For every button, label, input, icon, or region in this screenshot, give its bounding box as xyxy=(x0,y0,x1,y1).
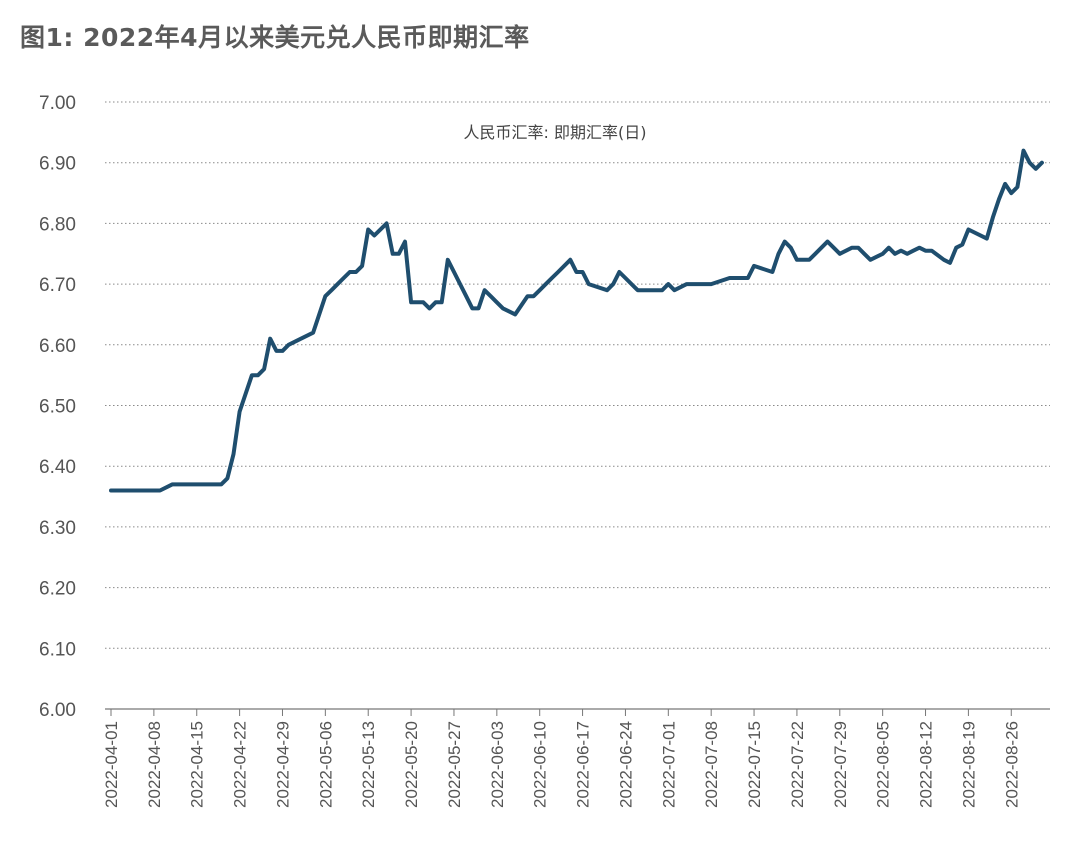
x-tick-label: 2022-05-06 xyxy=(316,721,335,808)
y-tick-label: 6.70 xyxy=(39,275,76,296)
x-tick-label: 2022-07-22 xyxy=(788,721,807,808)
x-tick-label: 2022-08-12 xyxy=(917,721,936,808)
y-tick-label: 6.80 xyxy=(39,214,76,235)
x-tick-label: 2022-04-08 xyxy=(145,721,164,808)
chart-title: 图1: 2022年4月以来美元兑人民币即期汇率 xyxy=(20,23,530,52)
grid-lines xyxy=(105,101,1050,710)
x-tick-label: 2022-07-01 xyxy=(659,721,678,808)
y-tick-label: 6.90 xyxy=(39,154,76,175)
x-tick-label: 2022-04-22 xyxy=(231,721,250,808)
y-axis-ticks: 7.00 6.90 6.80 6.70 6.60 6.50 6.40 6.30 6.20 6.10… xyxy=(39,93,76,721)
y-tick-label: 6.20 xyxy=(39,579,76,600)
x-tick-label: 2022-08-05 xyxy=(874,721,893,808)
x-tick-label: 2022-07-29 xyxy=(831,721,850,808)
series-line xyxy=(109,148,1044,493)
y-tick-label: 6.60 xyxy=(39,336,76,357)
x-tick-label: 2022-04-01 xyxy=(102,721,121,808)
y-tick-label: 6.50 xyxy=(39,397,76,418)
x-tick-label: 2022-04-15 xyxy=(188,721,207,808)
x-tick-label: 2022-06-17 xyxy=(574,721,593,808)
x-tick-label: 2022-05-20 xyxy=(402,721,421,808)
x-axis-ticks: 2022-04-01 2022-04-08 2022-04-15 2022-04-22… xyxy=(102,721,1021,808)
y-tick-label: 7.00 xyxy=(39,93,76,114)
x-tick-label: 2022-08-19 xyxy=(959,721,978,808)
y-tick-label: 6.30 xyxy=(39,518,76,539)
x-tick-label: 2022-07-15 xyxy=(745,721,764,808)
y-tick-label: 6.00 xyxy=(39,700,76,721)
x-axis xyxy=(110,709,1012,716)
x-tick-label: 2022-06-24 xyxy=(616,721,635,808)
x-tick-label: 2022-04-29 xyxy=(273,721,292,808)
x-tick-label: 2022-05-13 xyxy=(359,721,378,808)
series-label: 人民币汇率: 即期汇率(日) xyxy=(464,123,647,142)
x-tick-label: 2022-07-08 xyxy=(702,721,721,808)
y-tick-label: 6.10 xyxy=(39,639,76,660)
y-tick-label: 6.40 xyxy=(39,457,76,478)
x-tick-label: 2022-05-27 xyxy=(445,721,464,808)
x-tick-label: 2022-06-10 xyxy=(531,721,550,808)
x-tick-label: 2022-06-03 xyxy=(488,721,507,808)
x-tick-label: 2022-08-26 xyxy=(1002,721,1021,808)
